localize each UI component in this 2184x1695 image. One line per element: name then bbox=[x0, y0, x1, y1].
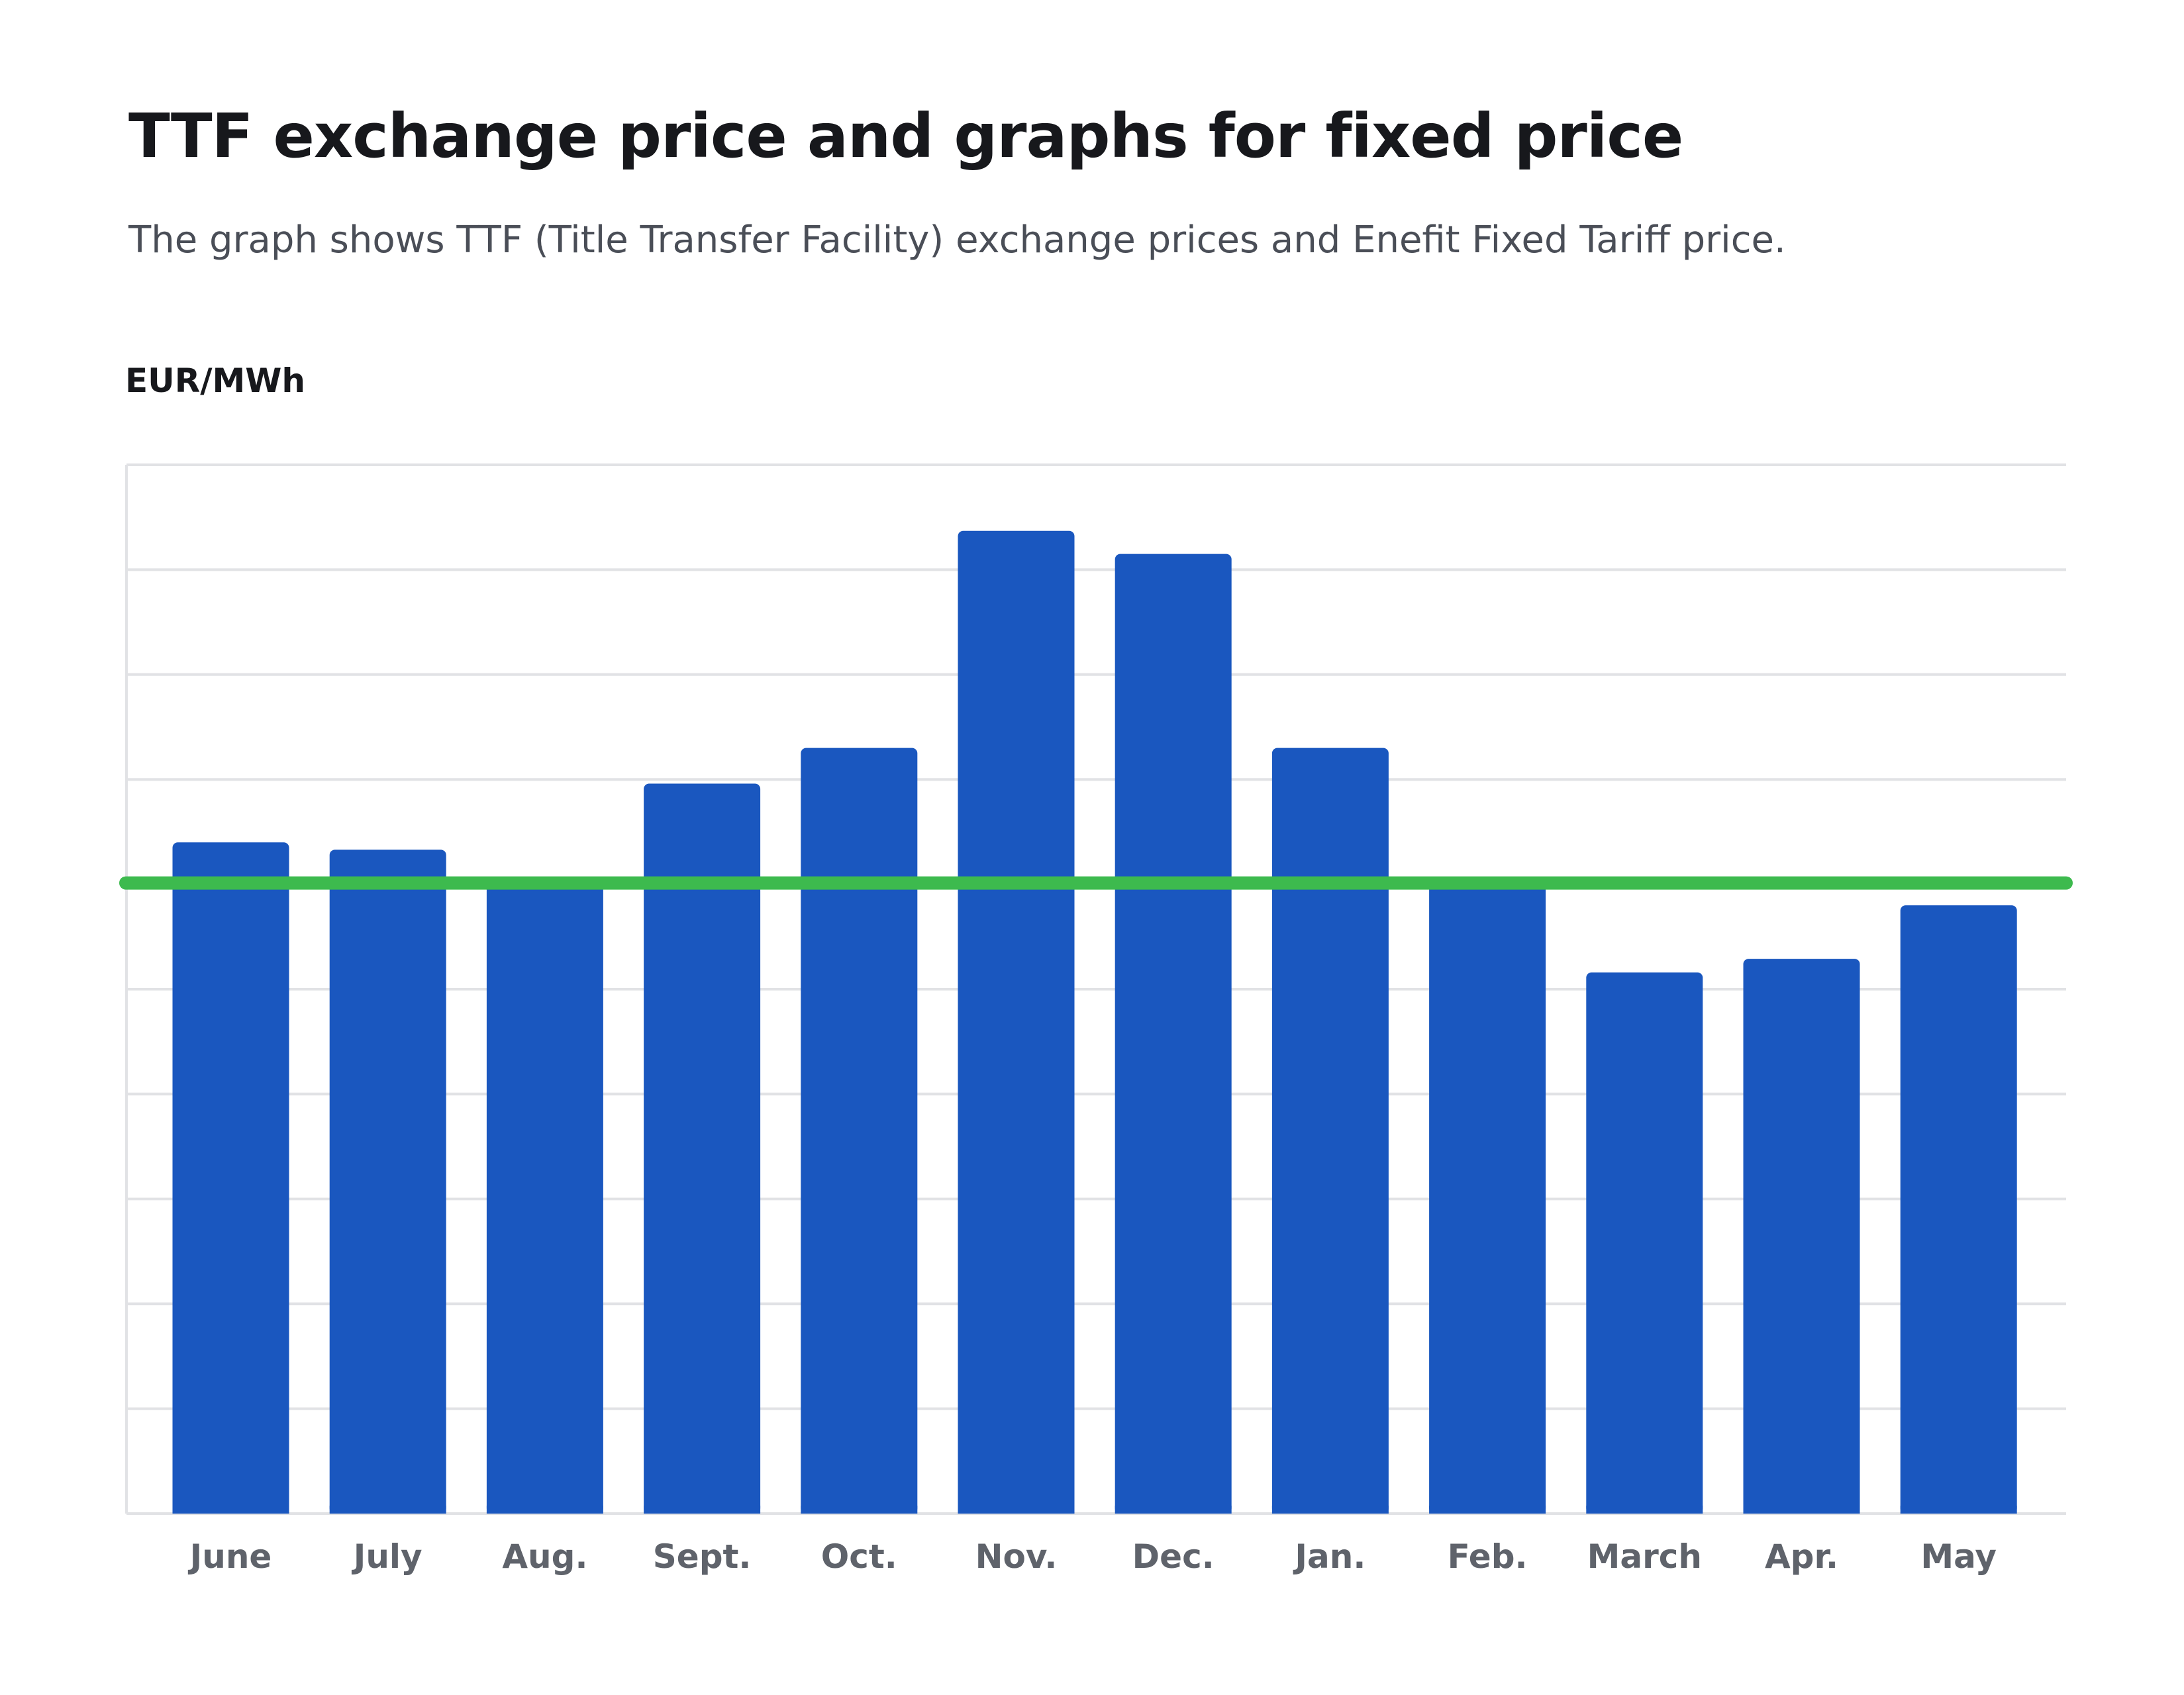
bar-march bbox=[1586, 972, 1703, 1514]
bar-nov bbox=[958, 530, 1075, 1514]
bar-base-apr bbox=[1743, 1506, 1860, 1514]
bar-base-may bbox=[1900, 1506, 2017, 1514]
x-tick-label: June bbox=[188, 1537, 272, 1576]
bar-oct bbox=[801, 748, 918, 1514]
bar-jan bbox=[1271, 748, 1389, 1514]
bar-base-aug bbox=[486, 1506, 603, 1514]
y-axis-unit-label: EUR/MWh bbox=[125, 362, 306, 400]
bar-dec bbox=[1115, 554, 1232, 1514]
bar-base-jan bbox=[1271, 1506, 1389, 1514]
bars bbox=[172, 530, 2017, 1514]
x-tick-label: Jan. bbox=[1293, 1537, 1365, 1576]
bar-base-feb bbox=[1429, 1506, 1546, 1514]
bar-base-oct bbox=[801, 1506, 918, 1514]
bar-july bbox=[329, 849, 446, 1514]
x-tick-label: Aug. bbox=[502, 1537, 587, 1576]
bar-base-sept bbox=[644, 1506, 761, 1514]
bar-sept bbox=[644, 783, 761, 1514]
bar-aug bbox=[486, 884, 603, 1514]
chart-subtitle: The graph shows TTF (Title Transfer Faci… bbox=[128, 218, 1786, 262]
x-tick-label: Sept. bbox=[653, 1537, 752, 1576]
chart-title: TTF exchange price and graphs for fixed … bbox=[128, 101, 1683, 171]
x-tick-label: May bbox=[1920, 1537, 1997, 1576]
x-tick-label: March bbox=[1587, 1537, 1702, 1576]
bar-june bbox=[172, 842, 289, 1514]
x-tick-label: Feb. bbox=[1448, 1537, 1528, 1576]
bar-apr bbox=[1743, 959, 1860, 1514]
x-tick-label: Nov. bbox=[975, 1537, 1058, 1576]
x-tick-label: Apr. bbox=[1765, 1537, 1838, 1576]
x-tick-label: Dec. bbox=[1132, 1537, 1215, 1576]
bar-feb bbox=[1429, 884, 1546, 1514]
x-tick-label: Oct. bbox=[821, 1537, 897, 1576]
bar-base-nov bbox=[958, 1506, 1075, 1514]
bar-base-dec bbox=[1115, 1506, 1232, 1514]
bar-may bbox=[1900, 905, 2017, 1514]
x-axis-tick-labels: June July Aug. Sept. Oct. Nov. Dec. Jan. Feb. Mar… bbox=[188, 1537, 1997, 1576]
bar-base-june bbox=[172, 1506, 289, 1514]
grid-lines bbox=[125, 463, 2066, 1515]
x-tick-label: July bbox=[352, 1537, 422, 1576]
bar-base-july bbox=[329, 1506, 446, 1514]
bar-base-march bbox=[1586, 1506, 1703, 1514]
